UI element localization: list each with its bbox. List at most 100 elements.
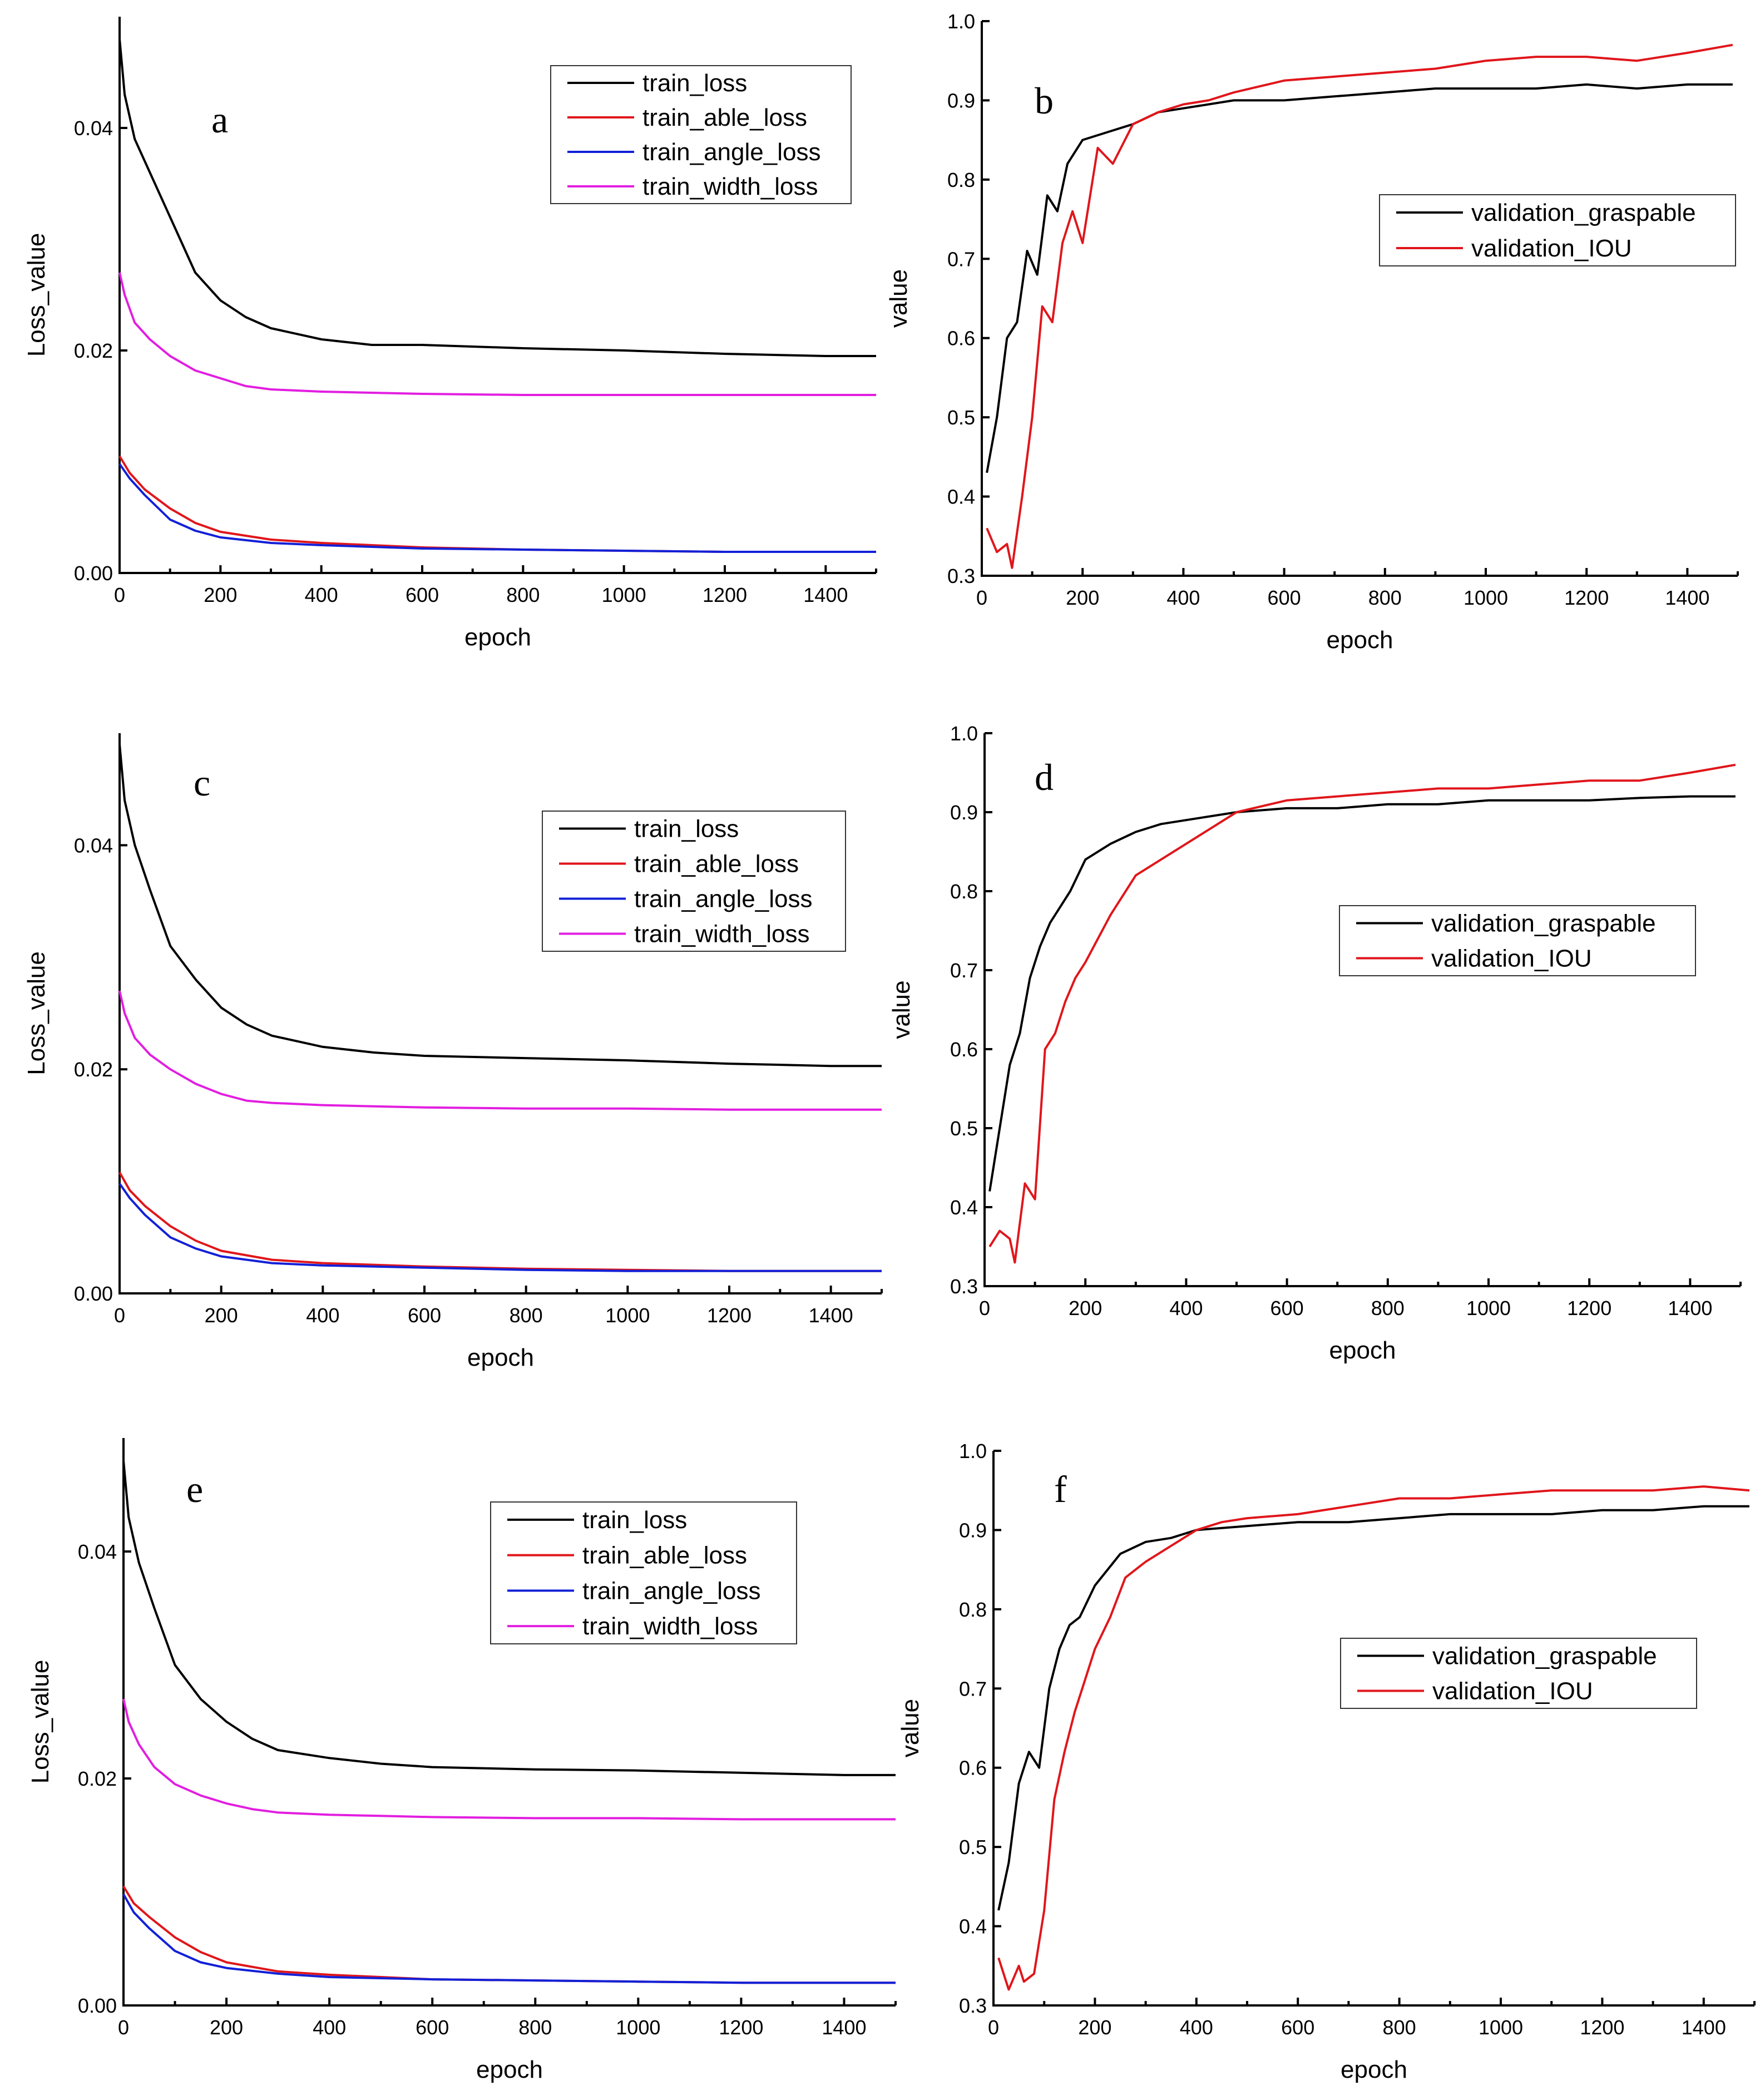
series-line-validation_IOU [988,763,1736,1264]
x-tick-label: 1000 [1466,1297,1511,1320]
x-tick-label: 0 [979,1297,990,1320]
x-tick-label: 1200 [719,2016,763,2039]
y-tick-label: 0.9 [950,801,978,824]
x-tick-label: 1000 [605,1304,650,1327]
y-tick-label: 0.5 [959,1836,987,1859]
legend-label-validation_IOU: validation_IOU [1432,1678,1593,1705]
y-tick-label: 0.4 [950,1196,978,1219]
legend-label-validation_IOU: validation_IOU [1471,235,1632,262]
y-tick-label: 1.0 [950,722,978,745]
y-tick-label: 0.02 [78,1767,117,1790]
x-tick-label: 1000 [1479,2016,1523,2039]
y-tick-label: 0.00 [74,562,113,585]
legend-label-train_able_loss: train_able_loss [634,851,799,878]
x-axis-title: epoch [1341,2056,1407,2083]
legend: train_loss train_able_loss train_angle_los… [490,1501,797,1644]
x-tick-label: 1200 [707,1304,752,1327]
y-tick-label: 0.04 [78,1540,117,1563]
series-line-train_loss [122,1460,896,1776]
y-axis-title: Loss_value [27,1660,54,1784]
series-line-validation_graspable [986,83,1733,473]
axes-frame [981,21,1738,577]
x-tick-label: 600 [1268,586,1301,609]
x-tick-label: 1000 [1464,586,1508,609]
y-tick-label: 0.00 [74,1282,113,1305]
series-line-train_loss [118,744,882,1068]
series-line-train_width_loss [122,1698,896,1821]
y-tick-label: 0.6 [947,327,975,350]
series-line-validation_IOU [986,43,1733,569]
axes-frame [992,1451,1754,2007]
chart-panel-f: 0 200 400 600 800 1000 1200 1400 0.3 0.4 0.5 0.6 0.7… [897,1440,1756,2083]
x-tick-label: 0 [976,586,987,609]
x-tick-label: 0 [114,1304,125,1327]
x-tick-label: 800 [1371,1297,1405,1320]
axes-frame [983,733,1741,1287]
y-axis-title: value [888,980,915,1039]
legend-box [490,1501,797,1644]
x-tick-label: 800 [1383,2016,1416,2039]
x-tick-label: 600 [416,2016,449,2039]
x-tick-label: 800 [510,1304,543,1327]
x-tick-label: 200 [1069,1297,1102,1320]
legend: train_loss train_able_loss train_angle_los… [550,65,852,204]
y-axis-title: Loss_value [23,951,50,1075]
series-line-train_able_loss [118,455,876,553]
y-tick-label: 0.3 [950,1275,978,1298]
series-line-validation_IOU [997,1485,1750,1991]
y-tick-label: 0.5 [950,1117,978,1140]
chart-panel-d: 0 200 400 600 800 1000 1200 1400 0.3 0.4 0.5 0.6 0.7… [888,722,1742,1364]
y-tick-label: 0.04 [74,834,113,857]
legend-box [542,811,846,952]
panel-letter: a [211,98,228,141]
x-tick-label: 1400 [822,2016,866,2039]
panel-letter: f [1054,1468,1067,1510]
legend-box [550,65,852,204]
x-tick-label: 400 [306,1304,339,1327]
y-axis-title: value [885,269,912,328]
x-tick-label: 200 [205,1304,238,1327]
x-tick-label: 1400 [1682,2016,1726,2039]
series-line-train_able_loss [118,1172,882,1272]
y-tick-label: 0.7 [959,1677,987,1700]
x-tick-label: 1400 [809,1304,853,1327]
x-tick-label: 1400 [1665,586,1709,609]
x-tick-label: 400 [1180,2016,1213,2039]
legend-label-train_width_loss: train_width_loss [642,173,818,200]
y-tick-label: 1.0 [959,1440,987,1462]
panel-letter: b [1035,80,1054,122]
x-axis-title: epoch [1327,626,1393,654]
y-tick-label: 0.5 [947,406,975,429]
y-tick-label: 0.7 [950,959,978,982]
y-tick-label: 1.0 [947,10,975,33]
legend-box [1340,1638,1697,1709]
y-axis-title: Loss_value [23,233,50,357]
x-axis-title: epoch [1329,1337,1396,1364]
legend-label-train_loss: train_loss [582,1506,687,1534]
x-tick-label: 1200 [1564,586,1609,609]
x-tick-label: 0 [988,2016,999,2039]
y-tick-label: 0.8 [959,1598,987,1621]
x-tick-label: 1200 [1580,2016,1624,2039]
legend-label-validation_graspable: validation_graspable [1471,199,1696,226]
x-tick-label: 200 [204,584,237,606]
x-axis-title: epoch [476,2056,543,2083]
y-tick-label: 0.04 [74,117,113,140]
x-tick-label: 400 [1169,1297,1203,1320]
series-line-validation_graspable [997,1505,1749,1911]
x-tick-label: 1200 [1567,1297,1611,1320]
y-tick-label: 0.9 [947,89,975,112]
x-tick-label: 800 [518,2016,552,2039]
panel-letter: c [194,762,210,804]
series-line-train_width_loss [118,990,882,1111]
legend-label-train_angle_loss: train_angle_loss [642,139,820,166]
x-tick-label: 200 [1066,586,1099,609]
x-tick-label: 1000 [602,584,646,606]
series-line-train_width_loss [118,272,876,396]
x-tick-label: 400 [305,584,338,606]
legend-box [1339,905,1696,976]
x-tick-label: 400 [1166,586,1200,609]
x-tick-label: 600 [406,584,439,606]
panel-letter: e [186,1468,203,1510]
